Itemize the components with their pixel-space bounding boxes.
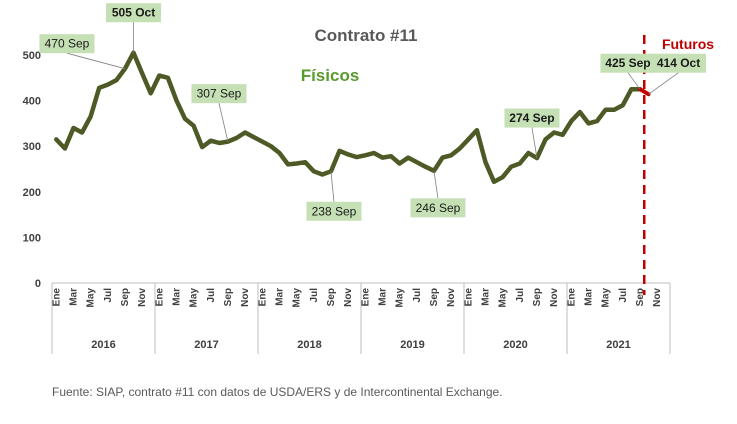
annotation-text: 470 Sep [45,37,90,51]
annotation-box [651,53,707,73]
annotation-box [191,84,247,104]
annotation-text: 274 Sep [509,111,554,125]
x-month-label: Jul [412,288,423,303]
annotation-text: 425 Sep [605,56,650,70]
annotation-label: 505 Oct [106,3,162,53]
annotation-label: 425 Sep [600,53,656,90]
annotation-label: 246 Sep [410,170,466,218]
year-label: 2018 [297,339,321,351]
annotation-text: 414 Oct [657,56,700,70]
x-month-label: Jul [103,288,114,303]
x-month-label: Sep [326,288,337,306]
annotation-label: 238 Sep [306,171,362,221]
physical-price-line [54,50,643,185]
x-month-label: May [292,288,303,308]
x-month-label: Nov [343,288,354,307]
year-label: 2019 [400,339,424,351]
x-month-label: May [498,288,509,308]
annotation-box [410,198,466,218]
annotation-leader [648,72,679,95]
plot-area [54,35,651,295]
x-month-label: Ene [463,288,474,307]
x-month-label: Jul [515,288,526,303]
y-tick-label: 300 [23,141,41,153]
x-month-label: Sep [120,288,131,306]
annotation-text: 238 Sep [312,204,357,218]
annotation-box [504,108,560,128]
x-month-label: Sep [635,288,646,306]
annotation-leader [433,170,439,199]
annotation-leader [627,72,641,90]
x-month-label: Nov [137,288,148,307]
x-month-label: Nov [240,288,251,307]
year-label: 2020 [503,339,527,351]
y-tick-label: 200 [23,187,41,199]
annotation-leader [330,171,335,202]
futures-label: Futuros [662,36,714,52]
x-month-label: Jul [618,288,629,303]
x-month-label: Ene [51,288,62,307]
annotation-leader [218,103,229,142]
y-tick-label: 500 [23,50,41,62]
y-tick-label: 400 [23,96,41,108]
annotation-text: 307 Sep [197,87,242,101]
x-month-label: Mar [480,288,491,306]
x-month-label: Nov [652,288,663,307]
x-month-label: Sep [223,288,234,306]
source-note: Fuente: SIAP, contrato #11 con datos de … [52,385,503,399]
annotation-leader [66,52,126,70]
x-month-label: Sep [429,288,440,306]
annotation-leader [531,127,538,159]
x-month-label: May [395,288,406,308]
x-month-label: Ene [566,288,577,307]
x-month-label: May [189,288,200,308]
annotation-label: 414 Oct [648,53,707,95]
x-month-label: Mar [583,288,594,306]
annotation-text: 246 Sep [416,201,461,215]
x-month-label: Mar [274,288,285,306]
x-month-label: Jul [206,288,217,303]
y-tick-label: 0 [35,278,41,290]
annotation-box [39,34,95,54]
x-month-label: Ene [360,288,371,307]
x-month-label: Nov [446,288,457,307]
x-month-label: Ene [257,288,268,307]
annotation-label: 307 Sep [191,84,247,142]
y-tick-label: 100 [23,232,41,244]
axes: 0 100 200 300 400 500 Ene Mar May Jul Sep Nov Ene Mar… [23,50,671,354]
annotation-box [600,53,656,73]
x-month-label: May [601,288,612,308]
x-month-label: Mar [171,288,182,306]
annotation-label: 470 Sep [39,34,126,70]
x-month-label: May [86,288,97,308]
annotation-box [106,3,162,23]
x-month-label: Mar [68,288,79,306]
physical-series-label: Físicos [301,66,360,85]
annotation-box [306,201,362,221]
x-month-label: Mar [377,288,388,306]
x-month-label: Ene [154,288,165,307]
year-label: 2016 [91,339,115,351]
year-label: 2021 [606,339,630,351]
annotations: 505 Oct 470 Sep 307 Sep 238 Sep 246 Sep 274 S… [39,3,707,221]
futures-price-line [638,87,651,97]
chart-title: Contrato #11 [315,26,418,45]
x-month-label: Jul [309,288,320,303]
annotation-text: 505 Oct [112,6,155,20]
x-month-label: Nov [549,288,560,307]
year-label: 2017 [194,339,218,351]
annotation-label: 274 Sep [504,108,560,159]
x-month-label: Sep [532,288,543,306]
